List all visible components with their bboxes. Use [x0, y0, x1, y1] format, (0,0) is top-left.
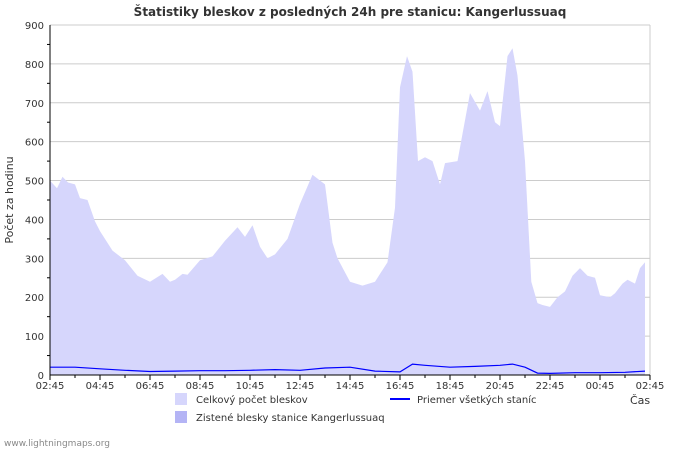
y-tick-label: 800 [25, 60, 44, 71]
y-tick-label: 500 [25, 177, 44, 188]
series-line-2 [50, 363, 646, 375]
x-tick-label: 16:45 [386, 381, 415, 392]
x-tick-label: 04:45 [86, 381, 115, 392]
y-axis-label: Počet za hodinu [3, 156, 16, 243]
legend-label-average: Priemer všetkých staníc [417, 394, 537, 406]
y-tick-label: 100 [25, 332, 44, 343]
series-area-0 [50, 48, 645, 376]
y-tick-label: 700 [25, 99, 44, 110]
x-tick-label: 02:45 [636, 381, 665, 392]
y-tick-label: 900 [25, 21, 44, 32]
x-tick-label: 10:45 [236, 381, 265, 392]
legend-label-total: Celkový počet bleskov [196, 394, 308, 406]
x-axis-label: Čas [630, 394, 650, 407]
legend: Celkový počet bleskov Zistené blesky sta… [175, 393, 537, 424]
x-tick-label: 06:45 [136, 381, 165, 392]
x-tick-label: 12:45 [286, 381, 315, 392]
x-tick-label: 20:45 [486, 381, 515, 392]
legend-swatch-station [175, 411, 187, 423]
y-tick-label: 200 [25, 293, 44, 304]
footer-link[interactable]: www.lightningmaps.org [4, 439, 110, 449]
y-tick-label: 0 [38, 371, 44, 382]
x-tick-label: 14:45 [336, 381, 365, 392]
x-tick-label: 18:45 [436, 381, 465, 392]
chart-title: Štatistiky bleskov z posledných 24h pre … [134, 4, 567, 19]
legend-swatch-total [175, 393, 187, 405]
x-tick-label: 08:45 [186, 381, 215, 392]
x-tick-label: 22:45 [536, 381, 565, 392]
y-tick-label: 400 [25, 215, 44, 226]
y-tick-label: 600 [25, 138, 44, 149]
x-tick-label: 00:45 [586, 381, 615, 392]
y-tick-label: 300 [25, 254, 44, 265]
x-tick-label: 02:45 [36, 381, 65, 392]
legend-label-station: Zistené blesky stanice Kangerlussuaq [196, 412, 385, 424]
